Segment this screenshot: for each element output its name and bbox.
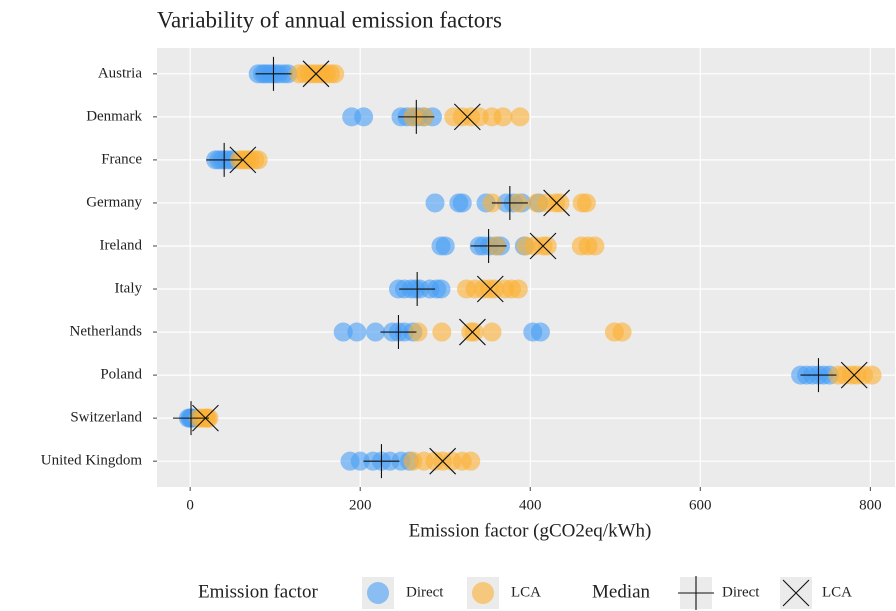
data-point [347, 322, 367, 342]
median-marker [192, 404, 219, 432]
legend-title: Median [592, 581, 651, 602]
median-marker [453, 103, 481, 131]
x-tick-label: 800 [859, 497, 882, 513]
data-point [248, 150, 268, 170]
legend-title: Emission factor [198, 581, 318, 602]
data-point [333, 322, 353, 342]
data-point [408, 322, 428, 342]
median-marker [491, 185, 528, 220]
median-marker [476, 275, 504, 303]
x-tick-label: 400 [519, 497, 542, 513]
data-point [482, 322, 502, 342]
y-tick-label: Germany [86, 194, 142, 210]
x-tick-label: 0 [186, 497, 194, 513]
y-tick-label: France [101, 151, 142, 167]
y-tick-label: Switzerland [70, 410, 142, 426]
legend-label: Direct [722, 584, 760, 600]
median-marker [398, 99, 435, 134]
legend-label: LCA [511, 584, 541, 600]
data-point [461, 451, 481, 471]
y-tick-label: United Kingdom [41, 453, 143, 469]
legend: Emission factor Median [198, 581, 651, 602]
median-marker [470, 228, 507, 263]
median-marker [429, 447, 457, 475]
median-marker [363, 444, 400, 479]
median-marker [543, 189, 570, 217]
y-tick-label: Poland [100, 367, 142, 383]
median-marker [173, 401, 210, 436]
median-marker [459, 318, 486, 346]
data-point [862, 365, 882, 385]
median-marker [206, 142, 243, 177]
y-tick-label: Austria [98, 65, 143, 81]
data-point [431, 279, 451, 299]
y-tick-label: Denmark [86, 108, 142, 124]
legend-symbol [367, 582, 389, 604]
data-point [530, 322, 550, 342]
median-marker [229, 146, 257, 174]
data-point [435, 236, 455, 256]
data-point [425, 193, 445, 213]
data-point [366, 322, 386, 342]
median-marker [380, 315, 417, 350]
legend-symbol [678, 576, 714, 610]
legend-label: Direct [406, 584, 444, 600]
data-point [508, 279, 528, 299]
legend-symbol [472, 582, 494, 604]
chart-title: Variability of annual emission factors [157, 7, 502, 32]
x-axis-label: Emission factor (gCO2eq/kWh) [409, 520, 652, 541]
data-point [576, 193, 596, 213]
median-marker [840, 361, 868, 389]
legend-label: LCA [822, 584, 852, 600]
data-point [325, 64, 345, 84]
data-point [510, 107, 530, 127]
legend-symbol [782, 579, 810, 607]
y-tick-label: Italy [115, 280, 143, 296]
y-tick-label: Ireland [100, 237, 143, 253]
data-point [493, 107, 513, 127]
data-point [537, 236, 557, 256]
median-marker [800, 358, 837, 393]
data-point [452, 193, 472, 213]
data-point [585, 236, 605, 256]
median-marker [255, 56, 292, 91]
data-point [464, 322, 484, 342]
x-tick-label: 200 [349, 497, 372, 513]
data-point [550, 193, 570, 213]
median-marker [399, 272, 436, 307]
median-marker [529, 232, 557, 260]
median-marker [302, 60, 330, 88]
data-point [354, 107, 374, 127]
y-tick-label: Netherlands [70, 323, 143, 339]
data-point [432, 322, 452, 342]
x-tick-label: 600 [689, 497, 712, 513]
data-point [612, 322, 632, 342]
